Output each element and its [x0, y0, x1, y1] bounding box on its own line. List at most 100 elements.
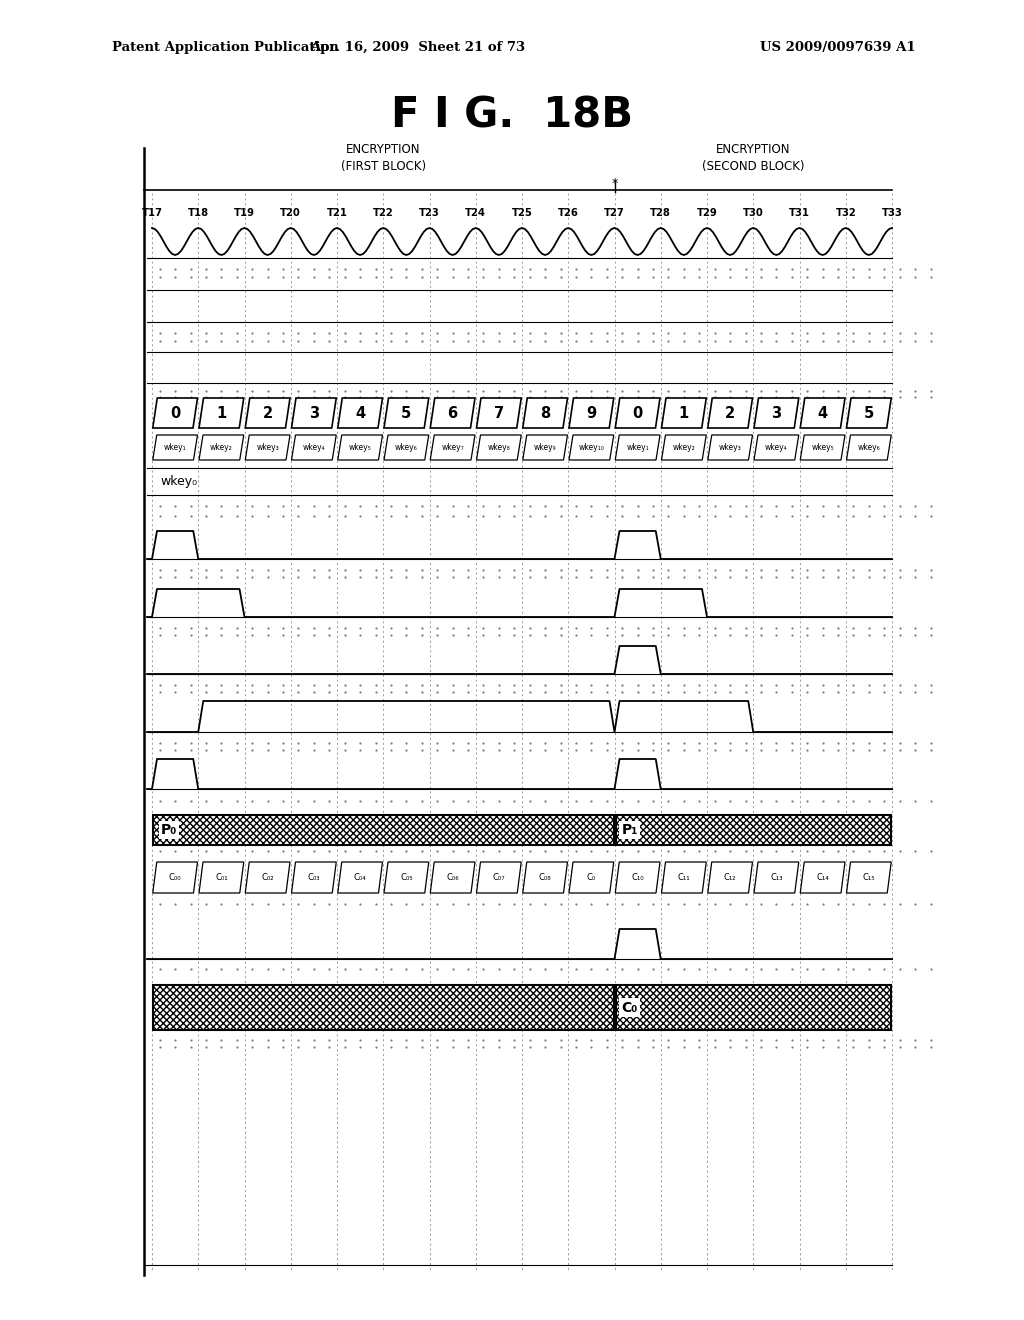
- Text: T18: T18: [187, 209, 209, 218]
- Text: C₁₄: C₁₄: [816, 873, 829, 882]
- Bar: [615, 985, 891, 1030]
- Polygon shape: [246, 399, 290, 428]
- Text: C₁₃: C₁₃: [770, 873, 782, 882]
- Text: 3: 3: [771, 405, 781, 421]
- Polygon shape: [338, 862, 383, 894]
- Text: wkey₃: wkey₃: [719, 444, 741, 451]
- Text: C₀: C₀: [587, 873, 596, 882]
- Text: T21: T21: [327, 209, 347, 218]
- Polygon shape: [246, 436, 290, 459]
- Text: C₀₃: C₀₃: [307, 873, 321, 882]
- Text: T20: T20: [281, 209, 301, 218]
- Bar: [153, 814, 613, 845]
- Bar: [153, 985, 613, 1030]
- Polygon shape: [662, 862, 707, 894]
- Text: P₁: P₁: [622, 822, 638, 837]
- Bar: [615, 814, 891, 845]
- Polygon shape: [430, 436, 475, 459]
- Text: T24: T24: [465, 209, 486, 218]
- Text: T33: T33: [882, 209, 902, 218]
- Polygon shape: [199, 862, 244, 894]
- Polygon shape: [153, 436, 198, 459]
- Text: T26: T26: [558, 209, 579, 218]
- Polygon shape: [522, 862, 567, 894]
- Text: C₀₆: C₀₆: [446, 873, 459, 882]
- Text: C₀₂: C₀₂: [261, 873, 273, 882]
- Text: 5: 5: [864, 405, 874, 421]
- Polygon shape: [754, 436, 799, 459]
- Polygon shape: [384, 862, 429, 894]
- Text: T32: T32: [836, 209, 856, 218]
- Text: T31: T31: [790, 209, 810, 218]
- Text: C₀₈: C₀₈: [539, 873, 552, 882]
- Polygon shape: [384, 399, 429, 428]
- Polygon shape: [662, 399, 707, 428]
- Text: 0: 0: [633, 405, 643, 421]
- Polygon shape: [292, 862, 336, 894]
- Text: T28: T28: [650, 209, 671, 218]
- Text: C₁₀: C₁₀: [632, 873, 644, 882]
- Polygon shape: [246, 862, 290, 894]
- Text: wkey₆: wkey₆: [857, 444, 881, 451]
- Text: wkey₂: wkey₂: [673, 444, 695, 451]
- Text: wkey₄: wkey₄: [302, 444, 326, 451]
- Text: F I G.  18B: F I G. 18B: [391, 94, 633, 136]
- Text: wkey₀: wkey₀: [160, 475, 197, 488]
- Polygon shape: [569, 436, 613, 459]
- Polygon shape: [476, 399, 521, 428]
- Polygon shape: [476, 862, 521, 894]
- Text: wkey₇: wkey₇: [441, 444, 464, 451]
- Text: wkey₁: wkey₁: [627, 444, 649, 451]
- Text: wkey₉: wkey₉: [534, 444, 556, 451]
- Bar: [615, 985, 891, 1030]
- Polygon shape: [569, 862, 613, 894]
- Text: 1: 1: [679, 405, 689, 421]
- Text: C₀₄: C₀₄: [353, 873, 367, 882]
- Polygon shape: [615, 436, 660, 459]
- Polygon shape: [800, 436, 845, 459]
- Text: C₀₀: C₀₀: [169, 873, 181, 882]
- Polygon shape: [153, 862, 198, 894]
- Text: T17: T17: [141, 209, 163, 218]
- Text: US 2009/0097639 A1: US 2009/0097639 A1: [760, 41, 915, 54]
- Polygon shape: [615, 399, 660, 428]
- Text: wkey₈: wkey₈: [487, 444, 510, 451]
- Text: Apr. 16, 2009  Sheet 21 of 73: Apr. 16, 2009 Sheet 21 of 73: [310, 41, 525, 54]
- Polygon shape: [754, 862, 799, 894]
- Polygon shape: [662, 436, 707, 459]
- Text: T19: T19: [234, 209, 255, 218]
- Text: wkey₃: wkey₃: [256, 444, 279, 451]
- Text: T30: T30: [742, 209, 764, 218]
- Text: C₁₅: C₁₅: [862, 873, 876, 882]
- Text: C₁₁: C₁₁: [678, 873, 690, 882]
- Polygon shape: [754, 399, 799, 428]
- Polygon shape: [615, 862, 660, 894]
- Text: T29: T29: [696, 209, 718, 218]
- Text: 2: 2: [725, 405, 735, 421]
- Polygon shape: [522, 436, 567, 459]
- Bar: [153, 814, 613, 845]
- Bar: [615, 814, 891, 845]
- Polygon shape: [153, 399, 198, 428]
- Bar: [153, 985, 613, 1030]
- Text: C₀₅: C₀₅: [400, 873, 413, 882]
- Text: 6: 6: [447, 405, 458, 421]
- Text: 9: 9: [587, 405, 596, 421]
- Polygon shape: [199, 436, 244, 459]
- Polygon shape: [430, 862, 475, 894]
- Polygon shape: [292, 399, 336, 428]
- Polygon shape: [708, 399, 753, 428]
- Polygon shape: [800, 862, 845, 894]
- Polygon shape: [847, 399, 891, 428]
- Polygon shape: [847, 436, 891, 459]
- Text: 8: 8: [540, 405, 550, 421]
- Text: wkey₄: wkey₄: [765, 444, 787, 451]
- Text: 0: 0: [170, 405, 180, 421]
- Polygon shape: [800, 399, 845, 428]
- Polygon shape: [338, 399, 383, 428]
- Text: wkey₁: wkey₁: [164, 444, 186, 451]
- Text: C₁₂: C₁₂: [724, 873, 736, 882]
- Polygon shape: [708, 862, 753, 894]
- Text: wkey₂: wkey₂: [210, 444, 232, 451]
- Text: T27: T27: [604, 209, 625, 218]
